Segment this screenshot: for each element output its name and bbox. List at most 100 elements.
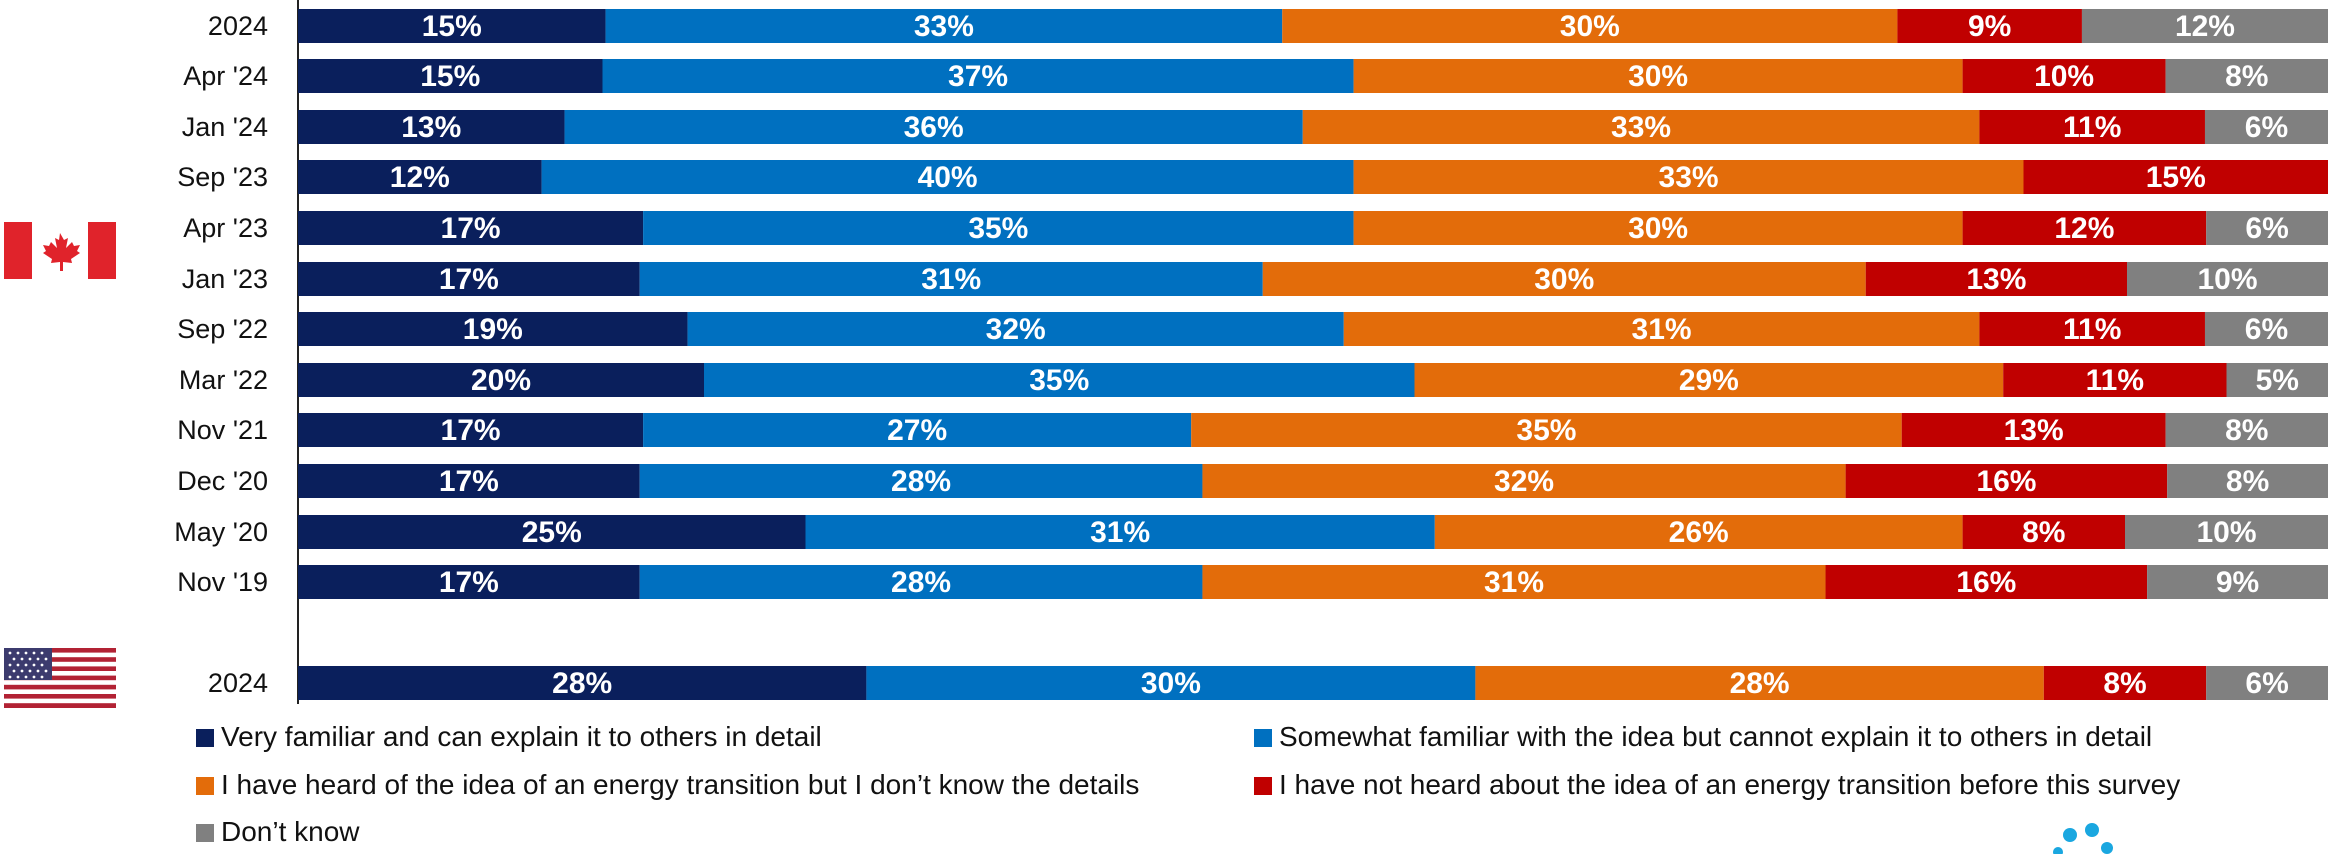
data-label: 16% xyxy=(1976,465,2036,498)
data-label: 17% xyxy=(439,263,499,296)
data-label: 30% xyxy=(1628,212,1688,245)
row-label: Sep '22 xyxy=(177,314,268,344)
data-label: 28% xyxy=(891,465,951,498)
data-label: 29% xyxy=(1679,364,1739,397)
bar-segment xyxy=(866,666,1476,700)
bar-segment xyxy=(1302,110,1980,144)
bar-row: 2024 28% 30% 28% 8% 6% xyxy=(208,666,2328,700)
data-label: 30% xyxy=(1141,667,1201,700)
legend-label: Very familiar and can explain it to othe… xyxy=(221,721,822,752)
bar-segment xyxy=(1353,211,1963,245)
data-label: 17% xyxy=(441,414,501,447)
bar-segment xyxy=(2147,565,2328,599)
usa-flag-icon xyxy=(4,648,116,708)
bar-segment xyxy=(1202,464,1846,498)
bar-segment xyxy=(2043,666,2207,700)
data-label: 11% xyxy=(2063,111,2121,144)
data-label: 8% xyxy=(2225,414,2268,447)
legend-label: Don’t know xyxy=(221,816,360,847)
bar-segment xyxy=(1979,312,2205,346)
data-label: 11% xyxy=(2063,313,2121,346)
data-label: 33% xyxy=(1659,161,1719,194)
data-label: 35% xyxy=(968,212,1028,245)
data-label: 6% xyxy=(2245,667,2288,700)
bar-row: Jan '24 13% 36% 33% 11% 6% xyxy=(182,110,2328,144)
data-label: 8% xyxy=(2022,516,2065,549)
data-label: 30% xyxy=(1534,263,1594,296)
bar-segment xyxy=(298,9,606,43)
data-label: 11% xyxy=(2086,364,2144,397)
data-label: 10% xyxy=(2196,516,2256,549)
data-label: 35% xyxy=(1029,364,1089,397)
row-label: 2024 xyxy=(208,668,268,698)
data-label: 12% xyxy=(2175,10,2235,43)
legend-swatch xyxy=(1254,777,1272,795)
legend-swatch xyxy=(196,729,214,747)
data-label: 28% xyxy=(552,667,612,700)
data-label: 6% xyxy=(2245,313,2288,346)
row-label: Nov '19 xyxy=(177,567,268,597)
bar-segment xyxy=(605,9,1283,43)
data-label: 33% xyxy=(1611,111,1671,144)
data-label: 32% xyxy=(986,313,1046,346)
bar-segment xyxy=(2125,515,2328,549)
canada-flag-icon xyxy=(4,222,116,279)
data-label: 16% xyxy=(1956,566,2016,599)
data-label: 31% xyxy=(1484,566,1544,599)
bar-row: Nov '19 17% 28% 31% 16% 9% xyxy=(177,565,2328,599)
data-label: 26% xyxy=(1669,516,1729,549)
data-label: 13% xyxy=(401,111,461,144)
bar-segment xyxy=(2165,413,2328,447)
bar-segment xyxy=(1353,59,1963,93)
data-label: 8% xyxy=(2103,667,2146,700)
bar-segment xyxy=(2167,464,2328,498)
row-label: Apr '24 xyxy=(183,61,268,91)
data-label: 20% xyxy=(471,364,531,397)
legend-item: Don’t know xyxy=(196,816,360,847)
data-label: 9% xyxy=(2216,566,2259,599)
data-label: 35% xyxy=(1516,414,1576,447)
bar-segment xyxy=(1825,565,2148,599)
data-label: 31% xyxy=(1090,516,1150,549)
data-label: 31% xyxy=(1632,313,1692,346)
bar-segment xyxy=(2226,363,2328,397)
bar-row: Mar '22 20% 35% 29% 11% 5% xyxy=(179,363,2328,397)
bar-segment xyxy=(298,363,704,397)
row-label: Sep '23 xyxy=(177,162,268,192)
data-label: 37% xyxy=(948,60,1008,93)
legend-swatch xyxy=(196,824,214,842)
bar-segment xyxy=(1979,110,2205,144)
bar-segment xyxy=(639,565,1203,599)
data-label: 15% xyxy=(422,10,482,43)
data-label: 31% xyxy=(921,263,981,296)
data-label: 6% xyxy=(2245,212,2288,245)
data-label: 27% xyxy=(887,414,947,447)
bar-segment xyxy=(2023,160,2328,194)
data-label: 6% xyxy=(2245,111,2288,144)
legend-item: I have not heard about the idea of an en… xyxy=(1254,769,2180,800)
bar-segment xyxy=(1845,464,2168,498)
bar-segment xyxy=(2206,666,2328,700)
bar-segment xyxy=(298,413,644,447)
data-label: 10% xyxy=(2197,263,2257,296)
bar-segment xyxy=(805,515,1435,549)
bar-segment xyxy=(639,262,1263,296)
data-label: 25% xyxy=(522,516,582,549)
bar-segment xyxy=(298,565,640,599)
data-label: 9% xyxy=(1968,10,2011,43)
bar-segment xyxy=(643,413,1192,447)
data-label: 12% xyxy=(390,161,450,194)
bar-segment xyxy=(541,160,1354,194)
bar-segment xyxy=(1343,312,1980,346)
data-label: 13% xyxy=(1966,263,2026,296)
data-label: 15% xyxy=(2146,161,2206,194)
data-label: 33% xyxy=(914,10,974,43)
bar-segment xyxy=(2081,9,2328,43)
bar-segment xyxy=(298,110,565,144)
bar-segment xyxy=(1962,211,2207,245)
data-label: 5% xyxy=(2256,364,2299,397)
bar-segment xyxy=(1962,59,2166,93)
bar-segment xyxy=(1191,413,1902,447)
bar-segment xyxy=(298,211,644,245)
bar-segment xyxy=(602,59,1354,93)
